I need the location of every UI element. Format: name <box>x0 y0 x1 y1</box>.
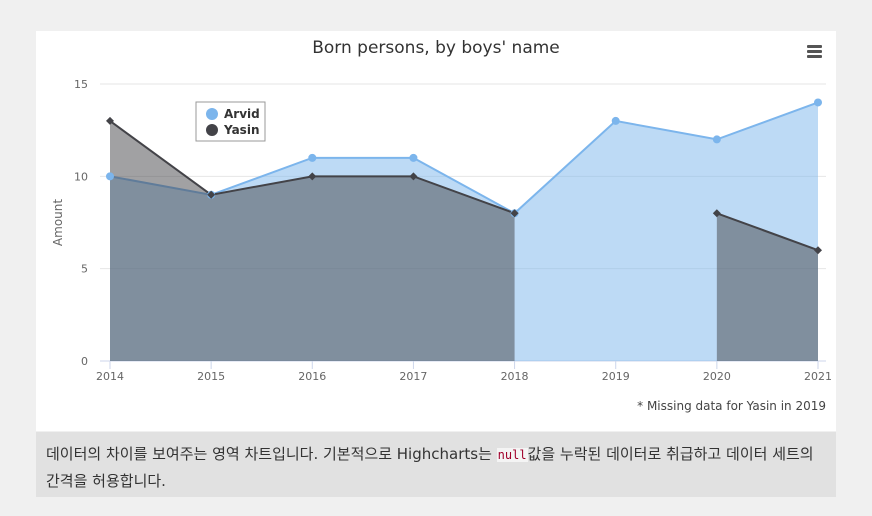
chart-caption: 데이터의 차이를 보여주는 영역 차트입니다. 기본적으로 Highcharts… <box>36 432 836 497</box>
x-tick-label: 2019 <box>602 370 630 383</box>
x-tick-label: 2020 <box>703 370 731 383</box>
y-tick-label: 0 <box>81 355 88 368</box>
y-tick-label: 5 <box>81 263 88 276</box>
y-axis-title: Amount <box>51 199 65 246</box>
legend: Arvid Yasin <box>195 101 266 142</box>
caption-text-before: 데이터의 차이를 보여주는 영역 차트입니다. 기본적으로 Highcharts… <box>46 445 497 463</box>
legend-frame <box>195 101 266 142</box>
marker-yasin <box>207 190 216 199</box>
y-tick-label: 15 <box>74 78 88 91</box>
chart-title: Born persons, by boys' name <box>312 38 560 58</box>
x-tick-label: 2021 <box>804 370 832 383</box>
marker-yasin <box>409 172 418 181</box>
chart-credits: * Missing data for Yasin in 2019 <box>637 399 826 413</box>
marker-arvid <box>106 172 114 181</box>
y-tick-label: 10 <box>74 170 88 183</box>
marker-arvid <box>611 116 620 125</box>
marker-yasin <box>106 116 114 125</box>
line-arvid <box>109 101 819 215</box>
x-tick-label: 2015 <box>197 370 225 383</box>
marker-yasin <box>814 246 822 255</box>
marker-arvid <box>308 153 317 162</box>
x-tick-label: 2017 <box>399 370 427 383</box>
area-fill-yasin <box>716 213 818 361</box>
x-tick-label: 2016 <box>298 370 326 383</box>
x-tick-label: 2018 <box>501 370 529 383</box>
legend-label-arvid[interactable]: Arvid <box>224 107 260 121</box>
legend-label-yasin[interactable]: Yasin <box>223 123 259 137</box>
marker-arvid <box>409 153 418 162</box>
legend-symbol-arvid <box>206 108 218 120</box>
legend-symbol-yasin <box>206 124 218 136</box>
chart-container: 0 5 10 15 2014 2015 2016 2017 2018 2019 2020 2021 Am… <box>36 31 836 431</box>
marker-yasin <box>712 209 721 218</box>
marker-yasin <box>308 172 317 181</box>
area-fill-yasin <box>110 120 515 361</box>
caption-text-after: 값을 누락된 데이터로 취급하고 데이터 세트의 간격을 허용합니다. <box>46 445 814 490</box>
marker-arvid <box>712 135 721 144</box>
x-tick-label: 2014 <box>96 370 124 383</box>
hamburger-menu-icon[interactable] <box>804 43 826 61</box>
area-chart: 0 5 10 15 2014 2015 2016 2017 2018 2019 2020 2021 Am… <box>51 78 832 383</box>
line-yasin <box>716 212 819 252</box>
caption-code: null <box>496 448 528 462</box>
marker-arvid <box>814 98 822 107</box>
